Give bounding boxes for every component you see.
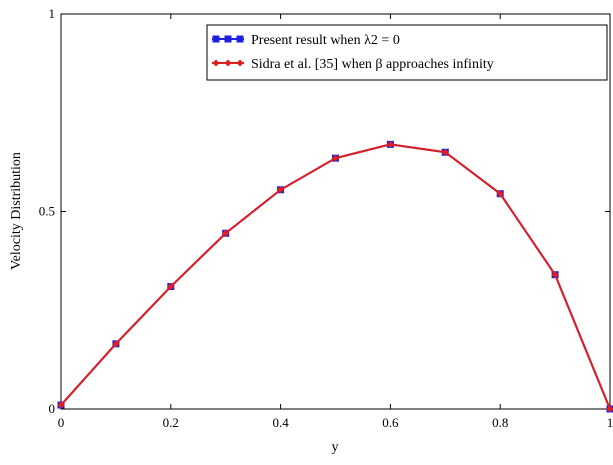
x-tick-label: 0.4	[272, 415, 289, 430]
x-tick-label: 0.6	[382, 415, 399, 430]
legend: Present result when λ2 = 0 Sidra et al. […	[207, 25, 607, 80]
x-tick-label: 0	[58, 415, 65, 430]
y-tick-label: 0.5	[39, 204, 55, 219]
x-axis-label: y	[332, 440, 339, 455]
x-tick-label: 1	[607, 415, 613, 430]
series-1	[58, 141, 613, 413]
y-tick-label: 0	[49, 401, 56, 416]
series-2	[58, 141, 613, 413]
x-tick-label: 0.2	[163, 415, 179, 430]
series-line	[61, 144, 610, 409]
series-layer	[58, 141, 613, 413]
legend-marker	[225, 36, 232, 43]
x-tick-label: 0.8	[492, 415, 508, 430]
legend-label: Sidra et al. [35] when β approaches infi…	[251, 57, 494, 72]
y-tick-label: 1	[49, 6, 56, 21]
legend-label: Present result when λ2 = 0	[251, 33, 400, 48]
y-axis-label: Velocity Distribution	[9, 152, 24, 270]
series-line	[61, 144, 610, 409]
legend-item: Sidra et al. [35] when β approaches infi…	[212, 57, 494, 72]
legend-marker	[237, 36, 244, 43]
legend-marker	[213, 36, 220, 43]
